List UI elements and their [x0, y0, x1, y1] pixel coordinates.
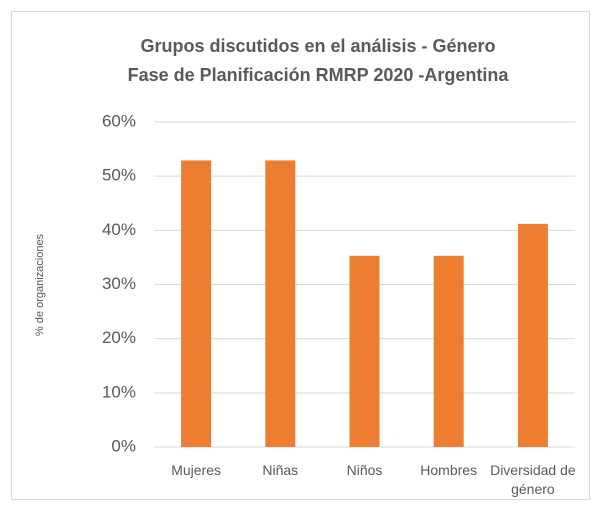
x-tick-label: Niñas [262, 462, 299, 478]
x-tick-label: Mujeres [171, 462, 221, 478]
x-tick-label: Hombres [420, 462, 478, 478]
chart-title: Grupos discutidos en el análisis - Géner… [140, 36, 495, 56]
x-tick-label: Diversidad de género [490, 462, 576, 497]
bar [181, 160, 212, 448]
bar [517, 223, 548, 447]
x-tick-label: Niños [346, 462, 383, 478]
y-tick-label: 10% [102, 382, 136, 401]
chart-border [11, 11, 590, 500]
bar [349, 255, 380, 447]
bar [433, 255, 464, 447]
chart-title: Fase de Planificación RMRP 2020 -Argenti… [128, 65, 510, 85]
y-tick-label: 20% [102, 328, 136, 347]
y-tick-label: 40% [102, 220, 136, 239]
y-tick-label: 0% [111, 436, 136, 455]
y-tick-label: 30% [102, 274, 136, 293]
y-tick-label: 50% [102, 166, 136, 185]
y-tick-label: 60% [102, 111, 136, 130]
bar [265, 160, 296, 448]
y-axis-label: % de organizaciones [34, 233, 46, 336]
